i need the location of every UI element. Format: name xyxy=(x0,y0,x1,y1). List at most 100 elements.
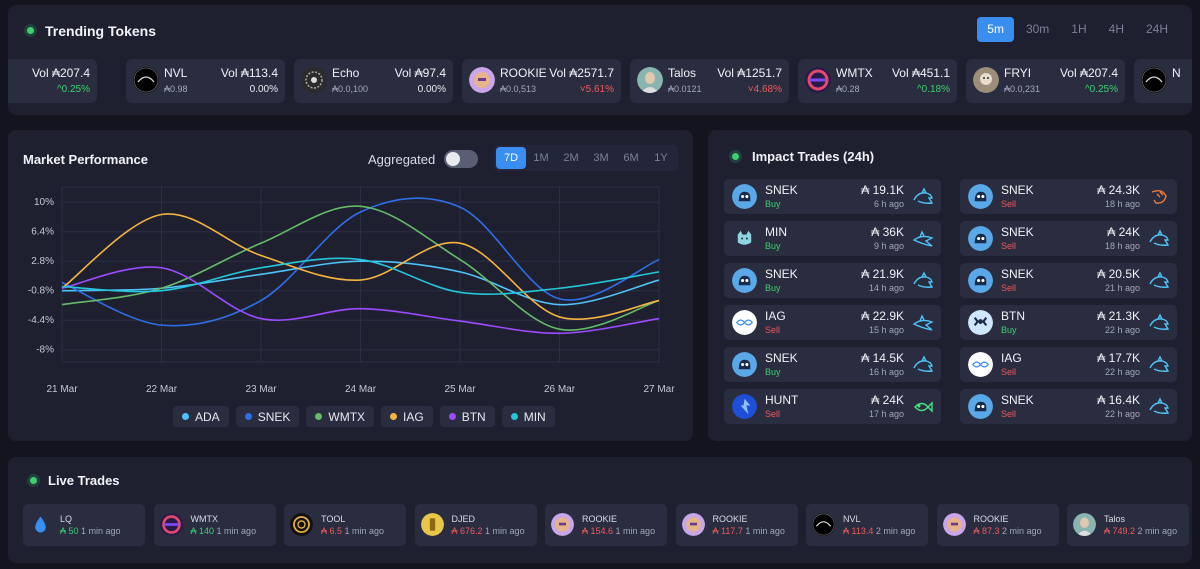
impact-trade-card[interactable]: IAG Sell ₳ 17.7K 22 h ago xyxy=(960,347,1177,382)
nvl-logo-icon xyxy=(812,513,835,536)
impact-trade-card[interactable]: SNEK Buy ₳ 19.1K 6 h ago xyxy=(724,179,941,214)
impact-trade-card[interactable]: SNEK Buy ₳ 14.5K 16 h ago xyxy=(724,347,941,382)
range-6m[interactable]: 6M xyxy=(623,152,639,164)
dolphin-icon xyxy=(912,354,934,376)
token-card-fryi[interactable]: FRYI ₳0.0,231 Vol ₳207.4 ^0.25% xyxy=(966,59,1125,103)
dolphin-icon xyxy=(912,270,934,292)
impact-trade-card[interactable]: SNEK Sell ₳ 20.5K 21 h ago xyxy=(960,263,1177,298)
live-token-name: LQ xyxy=(60,514,73,524)
impact-trade-card[interactable]: SNEK Sell ₳ 24K 18 h ago xyxy=(960,221,1177,256)
trade-time: 16 h ago xyxy=(868,367,904,377)
series-line-wmtx xyxy=(61,205,660,331)
djed-logo-icon xyxy=(420,513,444,536)
live-trade-card[interactable]: TOOL ₳ 6.5 1 min ago xyxy=(284,504,406,546)
live-time: 1 min ago xyxy=(485,526,525,536)
legend-item-iag[interactable]: IAG xyxy=(381,406,433,427)
impact-trade-card[interactable]: SNEK Buy ₳ 21.9K 14 h ago xyxy=(724,263,941,298)
impact-trade-card[interactable]: SNEK Sell ₳ 16.4K 22 h ago xyxy=(960,389,1177,424)
snek-logo-icon xyxy=(968,268,993,293)
trade-amount: ₳ 24K xyxy=(871,393,904,407)
legend-swatch xyxy=(448,413,456,420)
impact-trade-card[interactable]: MIN Buy ₳ 36K 9 h ago xyxy=(724,221,941,256)
y-tick-label: -0.8% xyxy=(28,286,54,297)
token-name: Talos xyxy=(668,66,697,80)
trade-side: Buy xyxy=(1001,325,1017,335)
token-name: NVL xyxy=(164,66,188,80)
impact-trade-card[interactable]: IAG Sell ₳ 22.9K 15 h ago xyxy=(724,305,941,340)
live-amount: ₳ 676.2 xyxy=(451,526,483,536)
live-trade-card[interactable]: DJED ₳ 676.2 1 min ago xyxy=(414,504,537,546)
legend-swatch xyxy=(315,413,323,420)
toggle-knob xyxy=(446,152,460,166)
x-tick-label: 21 Mar xyxy=(46,384,78,395)
legend-item-btn[interactable]: BTN xyxy=(439,406,495,427)
live-token-name: NVL xyxy=(843,514,861,524)
impact-trade-card[interactable]: BTN Buy ₳ 21.3K 22 h ago xyxy=(960,305,1177,340)
trade-amount: ₳ 17.7K xyxy=(1097,351,1140,365)
token-card-talos[interactable]: Talos ₳0.0121 Vol ₳1251.7 ˅4.68% xyxy=(630,59,789,103)
range-7d[interactable]: 7D xyxy=(496,147,526,169)
timeframe-1h[interactable]: 1H xyxy=(1071,22,1087,36)
performance-line-chart: 10% 6.4% 2.8% -0.8% -4.4% -8% 21 Mar 22 Mar 23 M… xyxy=(28,186,675,395)
legend-item-min[interactable]: MIN xyxy=(501,406,555,427)
dolphin-icon xyxy=(1148,270,1170,292)
x-tick-label: 26 Mar xyxy=(544,384,576,395)
shark-icon xyxy=(912,228,934,250)
timeframe-5m[interactable]: 5m xyxy=(977,17,1014,42)
token-card-wmtx[interactable]: WMTX ₳0.28 Vol ₳451.1 ^0.18% xyxy=(798,59,957,103)
legend-item-snek[interactable]: SNEK xyxy=(235,406,300,427)
range-selector: 7D 1M 2M 3M 6M 1Y xyxy=(494,145,678,171)
y-tick-label: 6.4% xyxy=(31,227,54,238)
range-1m[interactable]: 1M xyxy=(533,152,549,164)
live-trade-card[interactable]: Talos ₳ 749.2 2 min ago xyxy=(1067,504,1189,546)
token-volume: Vol ₳2571.7 xyxy=(549,66,614,80)
nvl-logo-icon xyxy=(1141,67,1167,93)
legend-item-wmtx[interactable]: WMTX xyxy=(306,406,375,427)
live-trade-card[interactable]: NVL ₳ 113.4 2 min ago xyxy=(806,504,928,546)
status-dot xyxy=(732,153,739,160)
timeframe-24h[interactable]: 24H xyxy=(1145,22,1168,36)
status-dot xyxy=(27,27,34,34)
range-3m[interactable]: 3M xyxy=(593,152,609,164)
timeframe-4h[interactable]: 4H xyxy=(1108,22,1124,36)
token-card-rookie[interactable]: ROOKIE ₳0.0,513 Vol ₳2571.7 ˅5.61% xyxy=(462,59,621,103)
y-tick-label: -4.4% xyxy=(28,315,54,326)
token-change: ˅5.61% xyxy=(579,84,614,95)
live-time: 2 min ago xyxy=(1002,526,1042,536)
timeframe-30m[interactable]: 30m xyxy=(1025,22,1050,36)
token-card-echo[interactable]: Echo ₳0.0,100 Vol ₳97.4 0.00% xyxy=(294,59,453,103)
impact-trade-card[interactable]: HUNT Sell ₳ 24K 17 h ago xyxy=(724,389,941,424)
live-token-name: ROOKIE xyxy=(973,514,1009,524)
impact-trade-card[interactable]: SNEK Sell ₳ 24.3K 18 h ago xyxy=(960,179,1177,214)
snek-logo-icon xyxy=(732,352,757,377)
token-card-nvl[interactable]: NVL ₳0.98 Vol ₳113.4 0.00% xyxy=(126,59,285,103)
live-trade-card[interactable]: ROOKIE ₳ 154.6 1 min ago xyxy=(545,504,667,546)
fryi-avatar-icon xyxy=(973,67,999,93)
live-trade-card[interactable]: ROOKIE ₳ 117.7 1 min ago xyxy=(675,504,798,546)
legend-item-ada[interactable]: ADA xyxy=(173,406,229,427)
token-volume: Vol ₳451.1 xyxy=(891,66,950,80)
rookie-logo-icon xyxy=(942,513,966,536)
trade-side: Sell xyxy=(1001,241,1017,251)
x-tick-label: 23 Mar xyxy=(245,384,277,395)
range-2m[interactable]: 2M xyxy=(563,152,579,164)
trade-time: 18 h ago xyxy=(1104,199,1140,209)
wmtx-logo-icon xyxy=(805,67,831,93)
live-trade-card[interactable]: ROOKIE ₳ 87.3 2 min ago xyxy=(936,504,1059,546)
token-change: ^0.25% xyxy=(1084,84,1118,95)
token-card-n[interactable]: N xyxy=(1134,59,1192,103)
token-change: 0.00% xyxy=(417,84,446,95)
trade-time: 18 h ago xyxy=(1104,241,1140,251)
live-trade-card[interactable]: LQ ₳ 50 1 min ago xyxy=(23,504,145,546)
live-trade-card[interactable]: WMTX ₳ 140 1 min ago xyxy=(153,504,276,546)
dolphin-icon xyxy=(1148,354,1170,376)
live-amount: ₳ 749.2 xyxy=(1104,526,1136,536)
range-1y[interactable]: 1Y xyxy=(654,152,668,164)
aggregated-toggle[interactable] xyxy=(444,150,478,168)
trade-amount: ₳ 21.3K xyxy=(1097,309,1140,323)
live-time: 1 min ago xyxy=(745,526,785,536)
min-logo-icon xyxy=(732,226,757,251)
live-token-name: DJED xyxy=(451,514,476,524)
token-name: FRYI xyxy=(1004,66,1032,80)
